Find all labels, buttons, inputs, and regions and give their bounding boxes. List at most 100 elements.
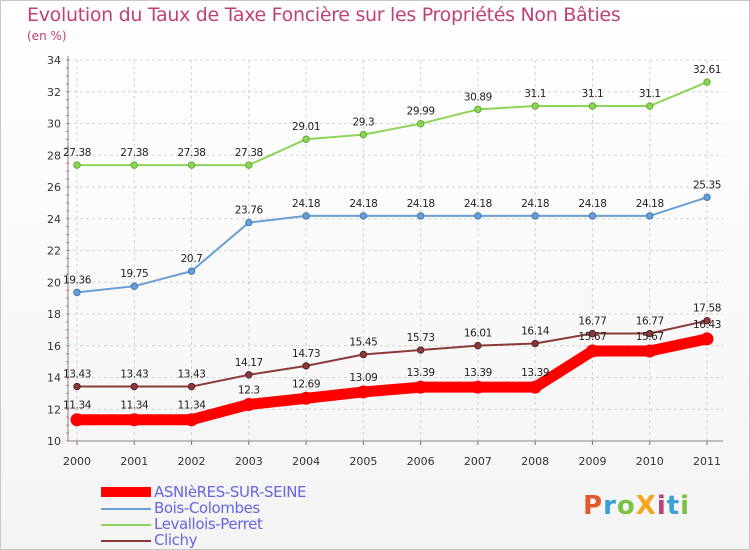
data-label: 24.18 (292, 198, 320, 210)
data-label: 17.58 (693, 303, 721, 315)
data-point (700, 332, 714, 346)
data-point (474, 212, 482, 220)
data-point (73, 161, 81, 169)
series-line-3 (76, 319, 708, 388)
y-tick-label: 14 (47, 372, 61, 385)
x-tick-label: 2002 (178, 455, 206, 468)
data-point (474, 341, 482, 350)
x-tick-label: 2011 (693, 455, 721, 468)
y-tick-label: 28 (47, 149, 61, 162)
data-point (703, 78, 711, 86)
data-label: 16.14 (521, 326, 550, 338)
data-label: 20.7 (181, 253, 203, 265)
logo-letter: X (635, 491, 657, 521)
data-label: 23.76 (235, 205, 264, 217)
data-point (356, 385, 370, 399)
data-label: 15.67 (636, 331, 664, 343)
data-label: 13.43 (120, 369, 148, 381)
data-point (302, 212, 310, 220)
data-label: 16.43 (693, 319, 721, 331)
data-point (187, 382, 196, 391)
data-point (130, 282, 138, 290)
series-line-0 (71, 333, 713, 426)
data-label: 29.3 (352, 117, 374, 129)
data-point (73, 382, 81, 391)
data-point (416, 346, 425, 354)
data-point (245, 218, 253, 227)
data-label: 13.43 (178, 369, 206, 381)
data-label: 19.75 (120, 268, 148, 280)
data-label: 15.67 (578, 331, 606, 343)
data-point (588, 102, 597, 110)
data-label: 29.99 (407, 106, 435, 118)
data-label: 25.35 (693, 179, 721, 191)
data-label: 24.18 (636, 198, 664, 210)
data-point (646, 329, 654, 338)
logo-letter: r (603, 491, 617, 521)
data-label: 31.1 (582, 88, 604, 100)
data-point (130, 382, 138, 391)
x-tick-label: 2007 (464, 455, 492, 468)
data-label: 31.1 (524, 88, 546, 100)
data-label: 24.18 (521, 198, 549, 210)
legend-label: Clichy (154, 531, 198, 549)
y-tick-label: 30 (47, 118, 61, 131)
data-label: 19.36 (63, 274, 92, 286)
y-tick-label: 10 (47, 435, 61, 448)
data-label: 11.34 (63, 400, 92, 412)
data-point (73, 288, 81, 297)
data-label: 12.69 (292, 378, 320, 390)
x-tick-label: 2003 (235, 455, 263, 468)
data-labels: 11.34 11.34 11.34 12.3 12.69 13.09 13.39 13.39 1… (63, 64, 721, 412)
data-label: 11.34 (120, 400, 149, 412)
data-point (703, 193, 711, 202)
data-point (185, 413, 199, 427)
data-label: 24.18 (578, 198, 606, 210)
legend-swatch (101, 508, 151, 510)
data-label: 24.18 (407, 198, 435, 210)
data-label: 11.34 (178, 400, 207, 412)
legend-label: Bois-Colombes (154, 499, 260, 517)
data-point (531, 102, 539, 110)
data-label: 13.39 (407, 367, 435, 379)
data-point (643, 344, 657, 358)
x-tick-label: 2000 (63, 455, 91, 468)
data-label: 32.61 (693, 64, 721, 76)
data-label: 27.38 (235, 147, 263, 159)
data-label: 13.39 (464, 367, 492, 379)
y-tick-label: 18 (47, 308, 61, 321)
data-label: 24.18 (464, 198, 492, 210)
data-point (474, 105, 482, 114)
data-point (130, 161, 138, 169)
data-label: 24.18 (349, 198, 377, 210)
data-point (187, 267, 196, 275)
data-point (531, 339, 539, 348)
data-point (416, 119, 425, 128)
x-tick-label: 2006 (407, 455, 435, 468)
axes: 10 12 14 16 18 20 22 24 26 28 30 32 34 2000 2001 2002 20… (47, 54, 723, 468)
data-point (302, 135, 310, 143)
data-point (531, 212, 539, 220)
data-label: 13.43 (63, 369, 91, 381)
y-tick-label: 22 (47, 245, 61, 258)
data-point (245, 371, 253, 379)
data-point (703, 316, 711, 325)
data-point (588, 212, 597, 220)
data-label: 14.73 (292, 348, 320, 360)
data-label: 14.17 (235, 357, 263, 369)
data-label: 27.38 (178, 147, 206, 159)
x-tick-label: 2005 (349, 455, 377, 468)
y-tick-label: 24 (47, 213, 61, 226)
data-point (414, 380, 428, 394)
data-point (588, 329, 597, 338)
data-label: 15.73 (407, 332, 435, 344)
data-point (646, 212, 654, 220)
data-point (299, 391, 313, 405)
data-point (646, 102, 654, 110)
proxiti-logo: ProXiti (583, 491, 690, 521)
logo-letter: o (616, 491, 636, 521)
data-point (187, 161, 196, 169)
data-label: 12.3 (238, 384, 260, 396)
logo-letter: P (583, 491, 604, 521)
